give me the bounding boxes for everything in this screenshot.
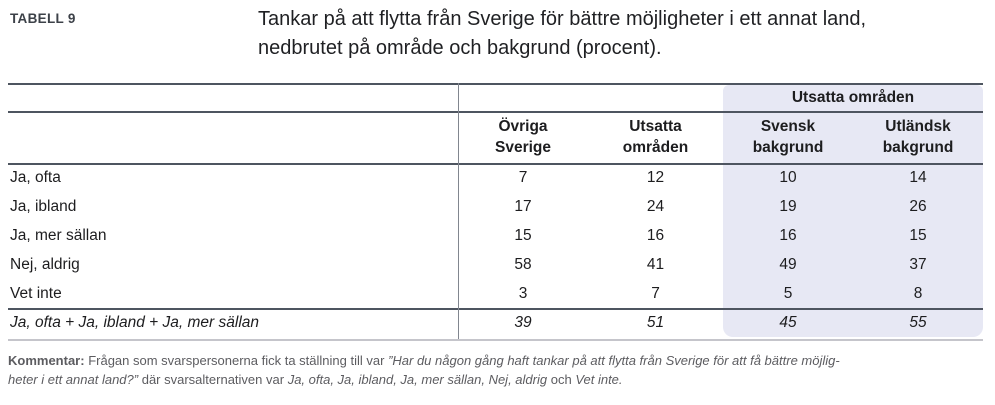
comment-text: Frågan som svarspersonerna fick ta ställ… bbox=[88, 353, 385, 368]
table-title: Tankar på att flytta från Sverige för bä… bbox=[258, 5, 988, 63]
column-header-line: Utländsk bbox=[885, 118, 951, 135]
table-comment: Kommentar: Frågan som svarspersonerna fi… bbox=[8, 351, 988, 389]
column-header-utlandsk-bakgrund: Utländsk bakgrund bbox=[853, 111, 983, 163]
cell-value: 15 bbox=[909, 227, 927, 244]
cell-value: 15 bbox=[514, 227, 532, 244]
table-title-line2: nedbrutet på område och bakgrund (procen… bbox=[258, 37, 662, 59]
cell-value: 58 bbox=[514, 256, 532, 273]
summary-cell-value: 39 bbox=[458, 308, 588, 339]
cell-value: 41 bbox=[646, 256, 665, 273]
comment-quote-line1: ”Har du någon gång haft tankar på att fl… bbox=[388, 353, 840, 368]
column-header-utsatta-omraden: Utsatta områden bbox=[588, 111, 723, 163]
cell-value: 12 bbox=[646, 169, 665, 186]
column-header-line: Svensk bbox=[760, 118, 816, 135]
cell-value: 37 bbox=[909, 256, 927, 273]
comment-label: Kommentar: bbox=[8, 353, 85, 368]
table-number-label: TABELL 9 bbox=[10, 11, 76, 26]
comment-text: där svarsalternativen var bbox=[141, 372, 285, 387]
cell-value: 10 bbox=[779, 169, 797, 186]
table-bottom-rule bbox=[8, 339, 983, 341]
cell-value: 5 bbox=[783, 285, 793, 302]
data-table: Utsatta områden Övriga Sverige Utsatta o… bbox=[8, 84, 983, 339]
cell-value: 7 bbox=[651, 285, 660, 302]
cell-value: 3 bbox=[518, 285, 528, 302]
column-header-ovriga-sverige: Övriga Sverige bbox=[458, 111, 588, 163]
summary-cell-text: 45 bbox=[779, 314, 797, 331]
row-label: Ja, mer sällan bbox=[10, 227, 107, 244]
group-header-rule bbox=[8, 111, 983, 113]
summary-cell-text: 39 bbox=[514, 314, 532, 331]
column-header-line: bakgrund bbox=[752, 139, 824, 156]
summary-row-label-text: Ja, ofta + Ja, ibland + Ja, mer sällan bbox=[10, 314, 259, 331]
label-column-divider bbox=[458, 83, 459, 339]
summary-cell-value: 55 bbox=[853, 308, 983, 339]
summary-cell-value: 45 bbox=[723, 308, 853, 339]
header-spacer bbox=[8, 84, 723, 111]
row-label: Nej, aldrig bbox=[10, 256, 80, 273]
comment-quote-line2: heter i ett annat land?” bbox=[8, 372, 139, 387]
header-spacer bbox=[8, 111, 458, 163]
comment-answer-options: Ja, ofta, Ja, ibland, Ja, mer sällan, Ne… bbox=[287, 372, 548, 387]
cell-value: 16 bbox=[646, 227, 665, 244]
summary-row-label: Ja, ofta + Ja, ibland + Ja, mer sällan bbox=[8, 308, 458, 339]
column-header-svensk-bakgrund: Svensk bakgrund bbox=[723, 111, 853, 163]
comment-answer-options: Vet inte. bbox=[575, 372, 623, 387]
column-header-line: Sverige bbox=[494, 139, 551, 156]
cell-value: 7 bbox=[518, 169, 528, 186]
cell-value: 16 bbox=[779, 227, 797, 244]
cell-value: 19 bbox=[779, 198, 797, 215]
group-header-utsatta-omraden: Utsatta områden bbox=[791, 89, 915, 106]
header-rule bbox=[8, 162, 983, 165]
table-top-rule bbox=[8, 83, 983, 85]
cell-value: 17 bbox=[514, 198, 532, 215]
column-header-line: Övriga bbox=[498, 118, 548, 135]
summary-cell-value: 51 bbox=[588, 308, 723, 339]
cell-value: 8 bbox=[913, 285, 923, 302]
cell-value: 14 bbox=[909, 169, 927, 186]
cell-value: 49 bbox=[779, 256, 797, 273]
summary-row-rule bbox=[8, 308, 983, 310]
column-header-line: områden bbox=[622, 139, 689, 156]
column-header-line: bakgrund bbox=[882, 139, 954, 156]
cell-value: 24 bbox=[646, 198, 665, 215]
summary-cell-text: 55 bbox=[909, 314, 927, 331]
summary-cell-text: 51 bbox=[646, 314, 665, 331]
row-label: Ja, ibland bbox=[10, 198, 77, 215]
highlighted-column-group-background bbox=[723, 85, 983, 337]
row-label: Ja, ofta bbox=[10, 169, 61, 186]
table-title-line1: Tankar på att flytta från Sverige för bä… bbox=[258, 8, 867, 30]
row-label: Vet inte bbox=[10, 285, 62, 302]
column-header-line: Utsatta bbox=[629, 118, 682, 135]
comment-text: och bbox=[550, 372, 572, 387]
cell-value: 26 bbox=[909, 198, 927, 215]
